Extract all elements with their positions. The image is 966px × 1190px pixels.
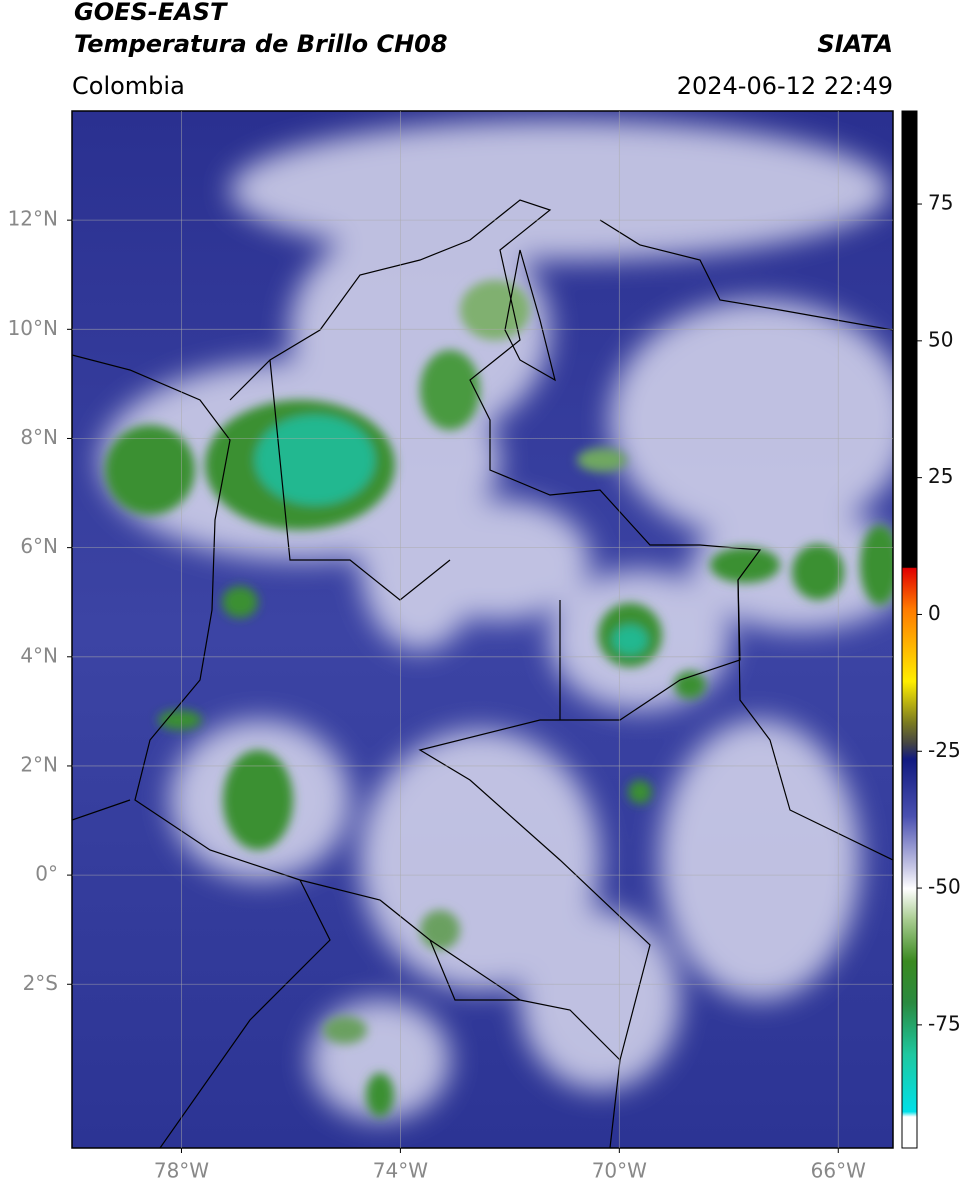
datetime: 2024-06-12 22:49: [677, 72, 893, 100]
y-tick-label: 12°N: [8, 207, 58, 231]
x-tick-label: 78°W: [154, 1159, 209, 1183]
x-tick-label: 74°W: [373, 1159, 428, 1183]
subtitle: Temperatura de Brillo CH08: [74, 30, 448, 58]
colorbar-label: 25: [928, 464, 953, 488]
colorbar-label: -25: [928, 738, 961, 762]
y-tick-label: 6°N: [20, 534, 58, 558]
colorbar-label: 0: [928, 601, 941, 625]
y-tick-label: 2°S: [23, 971, 58, 995]
source: SIATA: [817, 30, 893, 58]
y-tick-label: 0°: [35, 862, 58, 886]
map-frame: [71, 110, 894, 1149]
colorbar-label: 75: [928, 191, 953, 215]
y-tick-label: 8°N: [20, 425, 58, 449]
y-tick-label: 10°N: [8, 316, 58, 340]
colorbar-label: -50: [928, 875, 961, 899]
y-tick-label: 2°N: [20, 752, 58, 776]
colorbar-label: 50: [928, 327, 953, 351]
x-tick-label: 70°W: [592, 1159, 647, 1183]
satellite-image: [72, 111, 893, 1148]
title: GOES-EAST: [74, 0, 228, 26]
colorbar: [901, 110, 918, 1149]
region: Colombia: [72, 72, 185, 100]
colorbar-label: -75: [928, 1011, 961, 1035]
x-tick-label: 66°W: [811, 1159, 866, 1183]
y-tick-label: 4°N: [20, 643, 58, 667]
